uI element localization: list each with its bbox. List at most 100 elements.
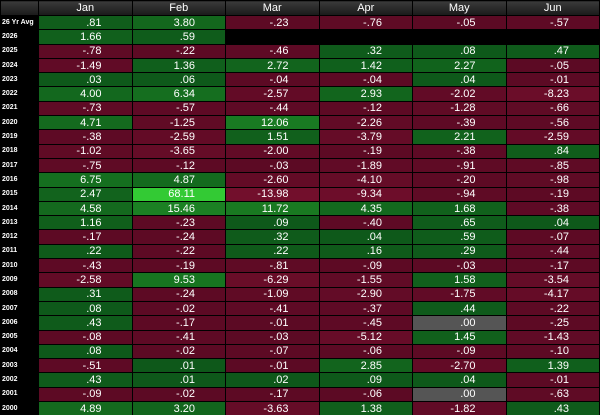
return-cell: -.17 xyxy=(131,315,226,331)
return-cell: -.19 xyxy=(318,143,413,159)
month-header: Jun xyxy=(505,0,600,16)
return-cell: -.81 xyxy=(225,258,320,274)
return-cell: -.45 xyxy=(318,315,413,331)
year-row: 2025 -.78 -.22 -.46.32.08.47 xyxy=(0,43,600,59)
row-label: 2000 xyxy=(0,401,39,415)
row-label: 2019 xyxy=(0,129,39,145)
row-label: 2005 xyxy=(0,329,39,345)
return-cell: 1.38 xyxy=(318,401,413,415)
return-cell: 1.39 xyxy=(505,358,600,374)
return-cell: -.02 xyxy=(131,343,226,360)
return-cell: 4.35 xyxy=(318,200,413,217)
return-cell: -1.09 xyxy=(225,286,320,302)
year-row: 2018 -1.02 -3.65 -2.00 -.19 -.38.84 xyxy=(0,143,600,159)
row-label: 2006 xyxy=(0,315,39,331)
row-label: 2007 xyxy=(0,300,39,317)
return-cell: .09 xyxy=(225,215,320,231)
return-cell: 4.87 xyxy=(131,172,226,188)
return-cell: .22 xyxy=(225,243,320,260)
return-cell: -.17 xyxy=(225,386,320,403)
return-cell: .04 xyxy=(318,229,413,245)
return-cell: -1.02 xyxy=(38,143,133,159)
return-cell: -.12 xyxy=(131,157,226,174)
return-cell: 3.20 xyxy=(131,401,226,415)
year-row: 2011.22 -.22.22.16.29 -.44 xyxy=(0,243,600,260)
return-cell: 6.34 xyxy=(131,86,226,102)
return-cell: -.01 xyxy=(225,315,320,331)
return-cell: -.57 xyxy=(505,14,600,31)
return-cell: -.56 xyxy=(505,115,600,131)
row-label: 2018 xyxy=(0,143,39,159)
return-cell: .22 xyxy=(38,243,133,260)
return-cell: -.43 xyxy=(38,258,133,274)
return-cell: -.17 xyxy=(505,258,600,274)
return-cell: 68.11 xyxy=(131,186,226,202)
return-cell: -2.26 xyxy=(318,115,413,131)
return-cell: 12.06 xyxy=(225,115,320,131)
year-row: 2026 1.66.59 xyxy=(0,29,600,45)
return-cell: -.22 xyxy=(131,243,226,260)
year-row: 2006.43 -.17 -.01 -.45.00 -.25 xyxy=(0,315,600,331)
return-cell: -.44 xyxy=(505,243,600,260)
row-label: 2011 xyxy=(0,243,39,260)
return-cell: -.09 xyxy=(318,258,413,274)
return-cell: -2.57 xyxy=(225,86,320,102)
return-cell: -.03 xyxy=(412,258,507,274)
return-cell: -.51 xyxy=(38,358,133,374)
month-header: May xyxy=(412,0,507,16)
month-header: Jan xyxy=(38,0,133,16)
return-cell: 2.93 xyxy=(318,86,413,102)
row-label: 2022 xyxy=(0,86,39,102)
return-cell: .03 xyxy=(38,72,133,88)
row-label: 2002 xyxy=(0,372,39,388)
year-row: 2021 -.73 -.57 -.44 -.12 -1.28 -.66 xyxy=(0,100,600,117)
return-cell: -.23 xyxy=(225,14,320,31)
year-row: 2007.08 -.02 -.41 -.37.44 -.22 xyxy=(0,300,600,317)
return-cell: 6.75 xyxy=(38,172,133,188)
row-label: 2025 xyxy=(0,43,39,59)
return-cell: .32 xyxy=(225,229,320,245)
return-cell: -.04 xyxy=(318,72,413,88)
return-cell: .08 xyxy=(38,300,133,317)
return-cell: -.46 xyxy=(225,43,320,59)
return-cell: -1.49 xyxy=(38,57,133,74)
return-cell: -.04 xyxy=(225,72,320,88)
return-cell: -4.17 xyxy=(505,286,600,302)
row-label: 2009 xyxy=(0,272,39,288)
row-label: 2003 xyxy=(0,358,39,374)
return-cell: .32 xyxy=(318,43,413,59)
return-cell: -6.29 xyxy=(225,272,320,288)
row-label: 2017 xyxy=(0,157,39,174)
empty-cell xyxy=(318,29,413,45)
return-cell: .09 xyxy=(318,372,413,388)
year-row: 26 Yr Avg .81 3.80 -.23 -.76 -.05 -.57 xyxy=(0,14,600,31)
year-row: 2000 4.89 3.20 -3.63 1.38 -1.82.43 xyxy=(0,401,600,415)
row-label: 2013 xyxy=(0,215,39,231)
year-row: 2010 -.43 -.19 -.81 -.09 -.03 -.17 xyxy=(0,258,600,274)
row-label: 2016 xyxy=(0,172,39,188)
return-cell: -.19 xyxy=(131,258,226,274)
return-cell: -.94 xyxy=(412,186,507,202)
return-cell: -.06 xyxy=(318,343,413,360)
return-cell: .31 xyxy=(38,286,133,302)
row-label: 2026 xyxy=(0,29,39,45)
empty-cell xyxy=(505,29,600,45)
return-cell: -1.75 xyxy=(412,286,507,302)
year-row: 2023.03.06 -.04 -.04.04 -.01 xyxy=(0,72,600,88)
year-row: 2019 -.38 -2.59 1.51 -3.79 2.21 -2.59 xyxy=(0,129,600,145)
row-label: 2004 xyxy=(0,343,39,360)
return-cell: .00 xyxy=(412,315,507,331)
year-row: 2004.08 -.02 -.07 -.06 -.09 -.10 xyxy=(0,343,600,360)
return-cell: -2.59 xyxy=(505,129,600,145)
return-cell: -.03 xyxy=(225,157,320,174)
return-cell: 1.51 xyxy=(225,129,320,145)
return-cell: -3.65 xyxy=(131,143,226,159)
return-cell: .43 xyxy=(505,401,600,415)
row-label: 2015 xyxy=(0,186,39,202)
return-cell: -.38 xyxy=(412,143,507,159)
year-row: 2008.31 -.24 -1.09 -2.90 -1.75 -4.17 xyxy=(0,286,600,302)
year-row: 2003 -.51.01 -.01 2.85 -2.70 1.39 xyxy=(0,358,600,374)
return-cell: 1.45 xyxy=(412,329,507,345)
header-row: Jan Feb Mar Apr May Jun xyxy=(0,0,600,16)
return-cell: 4.89 xyxy=(38,401,133,415)
